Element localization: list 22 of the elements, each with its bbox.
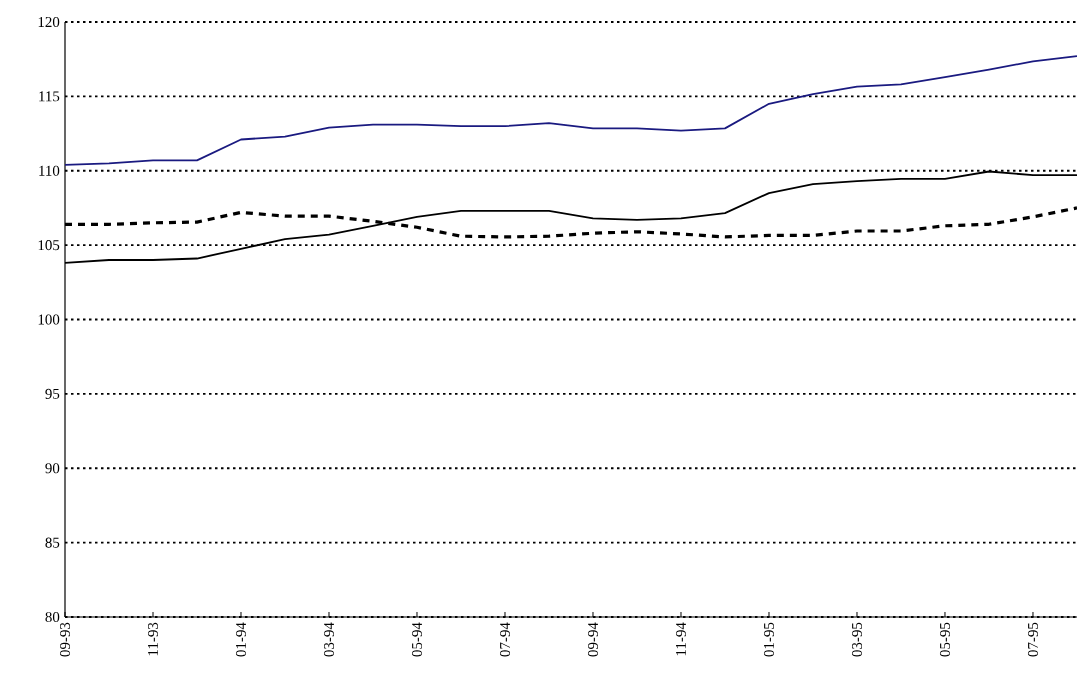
y-tick-label: 100 (38, 314, 60, 325)
x-tick-label: 03-94 (323, 622, 335, 657)
x-tick-label: 09-94 (587, 622, 599, 657)
x-tick-label: 05-94 (411, 622, 423, 657)
x-tick-label: 07-95 (1027, 622, 1039, 657)
y-tick-label: 90 (45, 463, 60, 474)
x-tick-label: 07-94 (499, 622, 511, 657)
line-series (64, 55, 1077, 166)
y-tick-label: 95 (45, 388, 60, 399)
y-tick-label: 115 (39, 91, 60, 102)
x-tick-label: 05-95 (939, 622, 951, 657)
x-tick-label: 11-93 (147, 622, 159, 656)
x-tick-label: 11-94 (675, 622, 686, 656)
x-tick-label: 01-94 (235, 622, 247, 657)
y-tick-label: 110 (39, 165, 60, 176)
x-tick-label: 09-93 (59, 622, 71, 657)
x-tick-label: 03-95 (851, 622, 863, 657)
y-tick-label: 105 (38, 240, 60, 251)
y-tick-label: 80 (45, 611, 60, 623)
y-tick-label: 120 (38, 16, 60, 28)
x-tick-label: 01-95 (763, 622, 775, 657)
y-tick-label: 85 (45, 537, 60, 548)
